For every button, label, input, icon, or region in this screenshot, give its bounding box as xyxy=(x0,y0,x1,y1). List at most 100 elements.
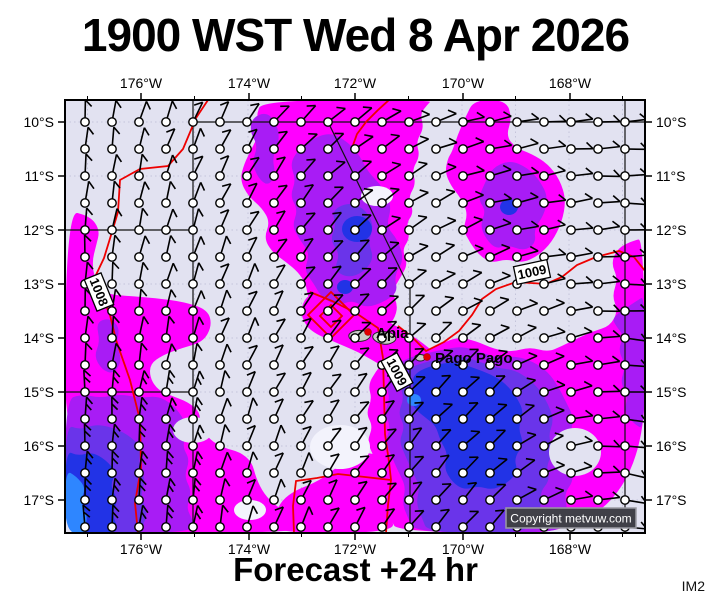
barb-shaft xyxy=(193,208,200,226)
barb-shaft xyxy=(438,321,453,336)
barb-tick xyxy=(417,214,428,219)
barb-shaft xyxy=(439,297,455,309)
wind-barb xyxy=(188,262,204,289)
wind-barb xyxy=(161,100,178,127)
city-dot xyxy=(423,353,431,361)
barb-tick xyxy=(639,168,645,174)
wind-barb xyxy=(593,384,621,397)
barb-tick xyxy=(113,484,120,493)
barb-tick xyxy=(416,322,426,325)
barb-tick xyxy=(248,182,258,187)
barb-tick xyxy=(166,128,176,133)
barb-tick xyxy=(166,457,173,465)
barb-tick xyxy=(639,113,645,119)
station-circle xyxy=(566,225,576,235)
station-circle xyxy=(107,360,117,370)
barb-tick xyxy=(111,457,119,465)
wind-barb xyxy=(80,477,93,505)
wind-barb xyxy=(323,240,344,262)
station-circle xyxy=(269,333,279,343)
station-circle xyxy=(539,441,549,451)
barb-tick xyxy=(196,505,204,514)
lat-label-right: 13°S xyxy=(656,276,687,292)
station-circle xyxy=(512,333,522,343)
station-circle xyxy=(377,117,387,127)
barb-shaft xyxy=(220,397,229,416)
barb-tick xyxy=(111,396,119,404)
barb-tick xyxy=(585,221,594,229)
barb-tick xyxy=(556,326,566,333)
wind-barb xyxy=(242,505,259,532)
wind-barb xyxy=(593,465,621,478)
barb-tick xyxy=(143,370,150,379)
wind-barb xyxy=(431,242,455,262)
barb-shaft xyxy=(303,105,317,120)
station-circle xyxy=(377,225,387,235)
wind-barb xyxy=(296,371,312,397)
barb-shaft xyxy=(575,118,593,123)
barb-tick xyxy=(470,376,480,379)
wind-barb xyxy=(593,114,621,127)
barb-shaft xyxy=(547,302,565,311)
wind-barb xyxy=(134,181,150,208)
barb-tick xyxy=(640,142,645,149)
wind-barb xyxy=(161,450,175,478)
barb-shaft xyxy=(411,510,425,525)
barb-tick xyxy=(224,478,231,487)
barb-tick xyxy=(584,435,593,442)
station-circle xyxy=(242,414,252,424)
wind-barb xyxy=(269,210,286,235)
lon-label-top: 174°W xyxy=(228,75,271,91)
station-circle xyxy=(404,171,414,181)
wind-barb xyxy=(323,373,342,397)
barb-shaft xyxy=(602,390,621,393)
barb-tick xyxy=(83,369,92,377)
station-circle xyxy=(458,117,468,127)
barb-shaft xyxy=(410,481,423,497)
wind-barb xyxy=(107,180,121,208)
wind-barb xyxy=(485,403,508,424)
wind-barb xyxy=(323,399,340,424)
station-circle xyxy=(431,279,441,289)
wind-barb xyxy=(431,349,454,370)
station-circle xyxy=(566,414,576,424)
city-label: Pago Pago xyxy=(435,350,513,367)
wind-barb xyxy=(242,317,260,343)
station-circle xyxy=(485,198,495,208)
barb-shaft xyxy=(575,281,594,285)
barb-tick xyxy=(167,376,174,385)
barb-shaft xyxy=(82,505,86,523)
isobar-line xyxy=(351,100,390,149)
barb-shaft xyxy=(166,100,174,118)
station-circle xyxy=(350,225,360,235)
barb-tick xyxy=(612,195,621,203)
barb-shaft xyxy=(84,342,87,361)
isobar-label-box xyxy=(512,258,552,286)
barb-shaft xyxy=(465,482,478,497)
station-circle xyxy=(134,414,144,424)
wind-barb xyxy=(566,461,593,478)
wind-barb xyxy=(512,457,536,478)
barb-shaft xyxy=(465,376,481,390)
station-circle xyxy=(215,360,225,370)
wind-barb xyxy=(215,129,232,154)
wind-barb xyxy=(431,188,456,208)
station-circle xyxy=(485,171,495,181)
wind-barb xyxy=(485,164,512,181)
barb-shaft xyxy=(384,295,400,309)
barb-tick xyxy=(115,342,122,352)
wind-barb xyxy=(539,352,565,370)
station-circle xyxy=(485,495,495,505)
wind-barb xyxy=(107,396,119,424)
barb-shaft xyxy=(275,264,286,281)
copyright-box xyxy=(505,507,637,529)
barb-shaft xyxy=(465,348,480,363)
station-circle xyxy=(188,360,198,370)
barb-tick xyxy=(200,290,206,300)
barb-tick xyxy=(611,355,621,363)
barb-shaft xyxy=(602,280,620,285)
station-circle xyxy=(512,252,522,262)
station-circle xyxy=(620,495,630,505)
barb-shaft xyxy=(520,488,537,499)
wind-barb xyxy=(431,216,457,235)
